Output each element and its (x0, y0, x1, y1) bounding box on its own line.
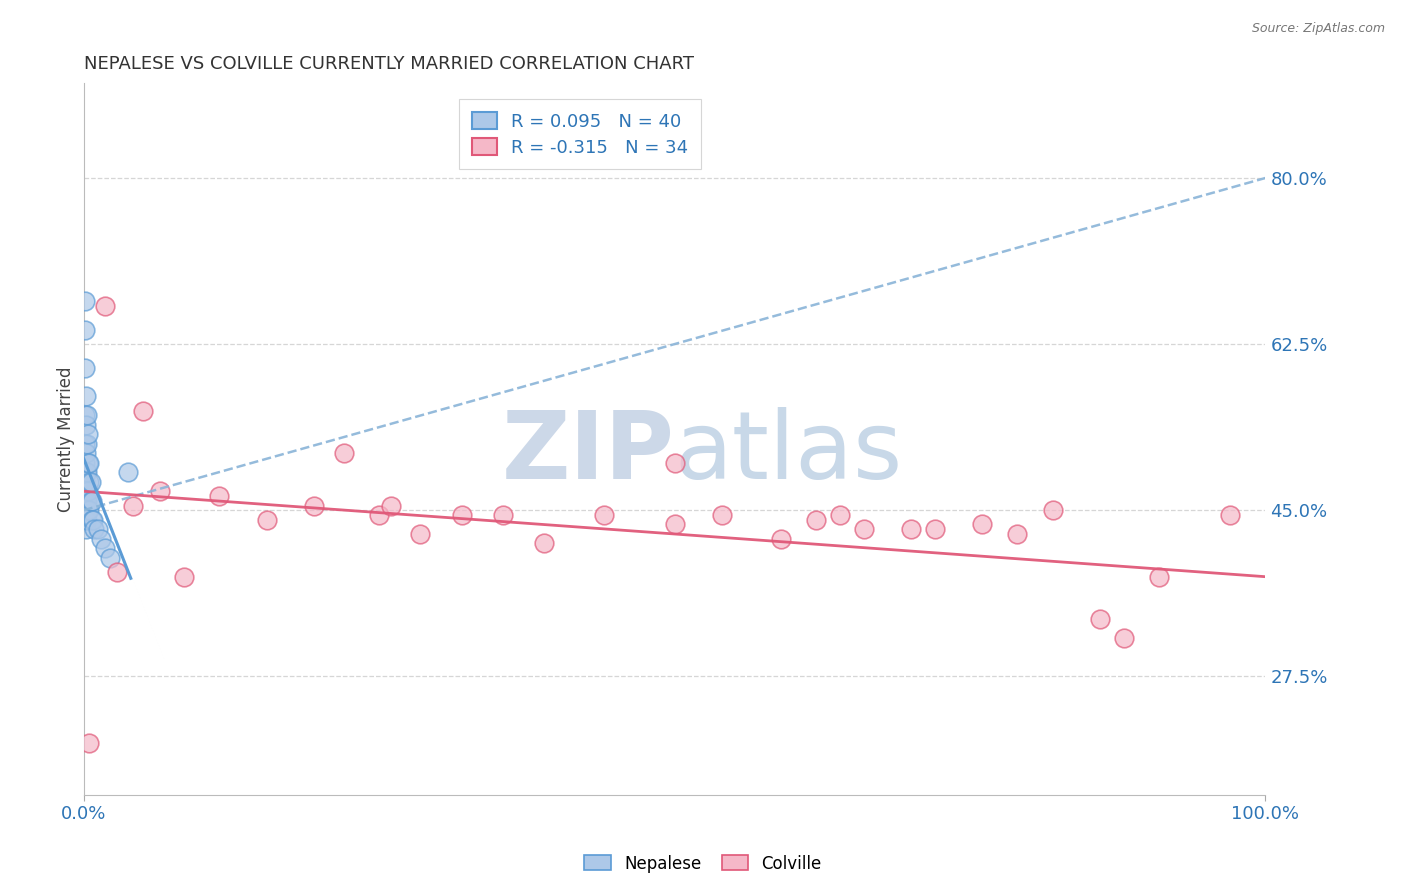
Point (1007, 527, 1029, 541)
Point (769, 532, 792, 546)
Point (75, 465, 97, 479)
Point (492, 508, 515, 522)
Point (79, 475, 101, 489)
Point (73, 360, 96, 375)
Point (77, 456, 100, 470)
Point (73, 456, 96, 470)
Point (90, 532, 112, 546)
Point (122, 499, 145, 513)
Point (1042, 503, 1064, 517)
Point (592, 508, 614, 522)
Point (302, 499, 325, 513)
Point (332, 446, 354, 460)
Point (83, 522, 105, 536)
Point (76, 409, 98, 423)
Legend: R = 0.095   N = 40, R = -0.315   N = 34: R = 0.095 N = 40, R = -0.315 N = 34 (458, 99, 702, 169)
Point (76, 437, 98, 451)
Point (73, 437, 96, 451)
Point (77, 503, 100, 517)
Point (80, 493, 103, 508)
Point (75, 417, 97, 432)
Point (924, 522, 946, 536)
Point (73, 475, 96, 489)
Point (1219, 508, 1241, 522)
Text: atlas: atlas (675, 408, 903, 500)
Point (79, 503, 101, 517)
Point (75, 522, 97, 536)
Point (80, 513, 103, 527)
Text: NEPALESE VS COLVILLE CURRENTLY MARRIED CORRELATION CHART: NEPALESE VS COLVILLE CURRENTLY MARRIED C… (83, 55, 693, 73)
Point (73, 409, 96, 423)
Point (806, 513, 828, 527)
Point (852, 522, 875, 536)
Point (82, 513, 104, 527)
Point (450, 508, 472, 522)
Point (76, 513, 98, 527)
Point (77, 484, 100, 499)
Point (173, 570, 195, 584)
Y-axis label: Currently Married: Currently Married (58, 367, 75, 512)
Text: ZIP: ZIP (502, 408, 675, 500)
Point (94, 541, 117, 556)
Point (368, 508, 391, 522)
Point (94, 299, 117, 313)
Point (79, 475, 101, 489)
Point (75, 513, 97, 527)
Point (208, 489, 231, 503)
Point (75, 446, 97, 460)
Point (79, 736, 101, 750)
Point (409, 527, 432, 541)
Point (256, 513, 278, 527)
Point (117, 465, 139, 479)
Point (970, 517, 993, 532)
Text: Source: ZipAtlas.com: Source: ZipAtlas.com (1251, 22, 1385, 36)
Point (75, 389, 97, 403)
Point (73, 294, 96, 309)
Point (75, 493, 97, 508)
Point (664, 517, 686, 532)
Legend: Nepalese, Colville: Nepalese, Colville (578, 848, 828, 880)
Point (149, 484, 172, 499)
Point (75, 484, 97, 499)
Point (73, 323, 96, 337)
Point (77, 427, 100, 442)
Point (1147, 570, 1170, 584)
Point (105, 565, 128, 579)
Point (1112, 632, 1135, 646)
Point (664, 456, 686, 470)
Point (79, 493, 101, 508)
Point (828, 508, 851, 522)
Point (76, 465, 98, 479)
Point (73, 493, 96, 508)
Point (900, 522, 922, 536)
Point (79, 456, 101, 470)
Point (380, 499, 402, 513)
Point (86, 522, 108, 536)
Point (98, 550, 121, 565)
Point (1088, 612, 1111, 626)
Point (76, 493, 98, 508)
Point (76, 484, 98, 499)
Point (131, 403, 153, 417)
Point (710, 508, 733, 522)
Point (533, 536, 555, 550)
